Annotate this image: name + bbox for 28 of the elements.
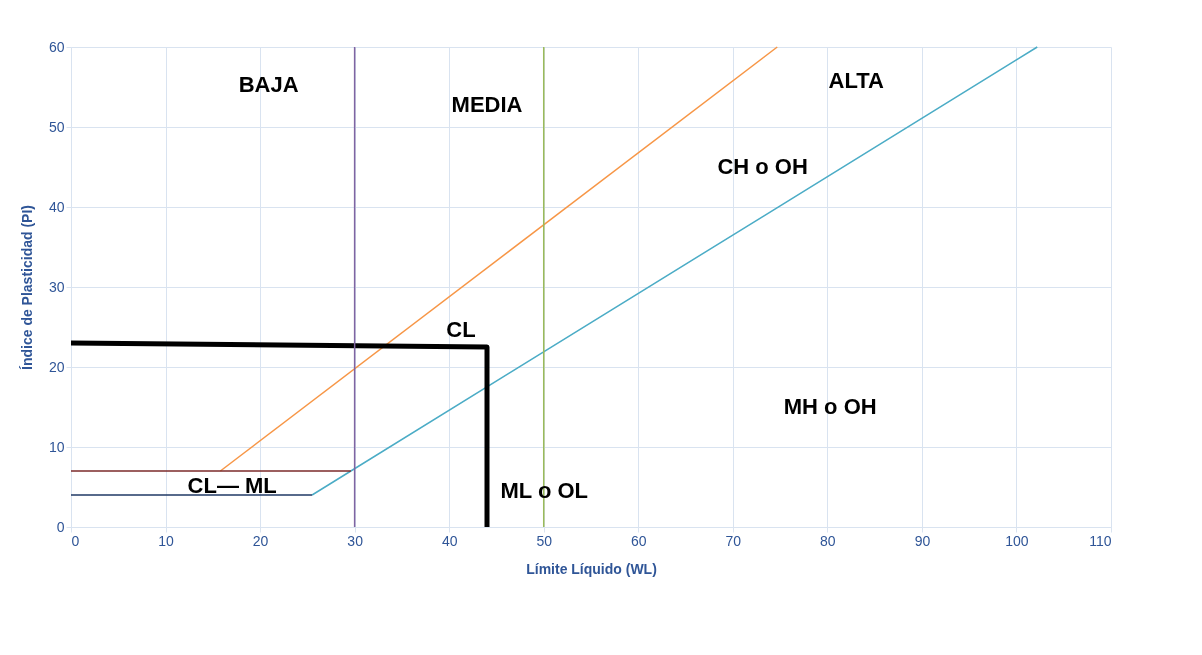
x-tick-label: 90 — [914, 532, 931, 549]
annotation: CL — [446, 317, 476, 343]
annotation: BAJA — [238, 72, 299, 98]
y-axis-title: Índice de Plasticidad (PI) — [18, 205, 35, 370]
y-tick-label: 20 — [48, 358, 65, 375]
y-tick-label: 0 — [56, 518, 65, 535]
x-tick-label: 30 — [347, 532, 364, 549]
y-tick-label: 30 — [48, 278, 65, 295]
annotation: ALTA — [828, 67, 884, 93]
x-tick-label: 80 — [820, 532, 836, 549]
x-tick-label: 70 — [725, 532, 742, 549]
annotation: MEDIA — [451, 91, 523, 117]
annotation: CL— ML — [187, 473, 277, 499]
x-tick-label: 100 — [1005, 532, 1029, 549]
x-tick-label: 50 — [536, 532, 553, 549]
annotation: CH o OH — [717, 154, 808, 179]
y-tick-label: 10 — [48, 438, 65, 455]
y-tick-label: 40 — [48, 198, 65, 215]
y-tick-label: 50 — [48, 118, 65, 135]
x-tick-label: 110 — [1089, 532, 1112, 549]
x-tick-label: 60 — [630, 532, 647, 549]
x-tick-label: 40 — [441, 532, 458, 549]
x-tick-label: 0 — [71, 532, 80, 549]
x-axis-title: Límite Líquido (WL) — [526, 560, 657, 577]
y-tick-label: 60 — [48, 38, 65, 55]
x-tick-label: 10 — [158, 532, 175, 549]
annotation: MH o OH — [783, 394, 877, 419]
x-tick-label: 20 — [252, 532, 269, 549]
